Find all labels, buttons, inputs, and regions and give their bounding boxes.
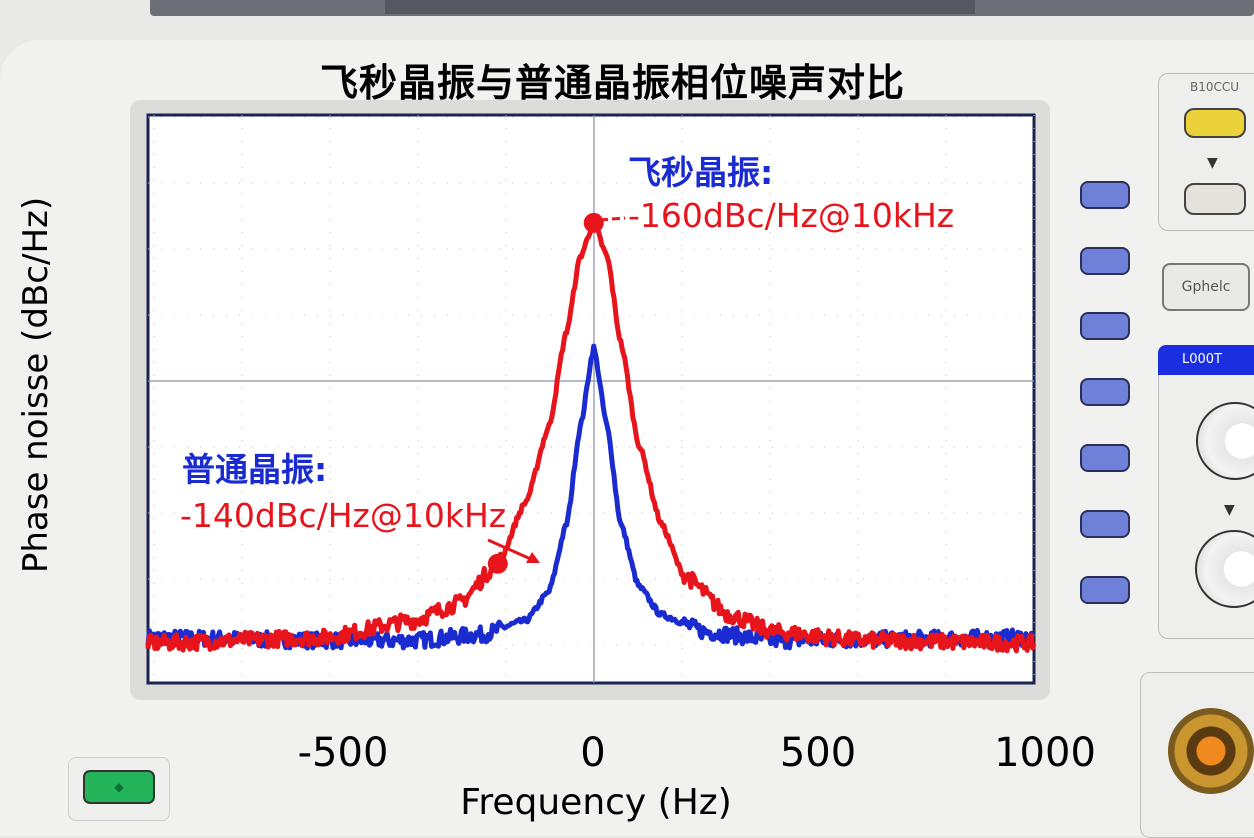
function-button[interactable]: Gphelc — [1162, 263, 1250, 311]
triangle-down-icon: ▼ — [1207, 155, 1218, 171]
soft-key-3[interactable] — [1080, 312, 1130, 340]
grid — [148, 115, 1035, 683]
data-point-marker — [583, 212, 604, 233]
x-axis-label: Frequency (Hz) — [460, 782, 732, 823]
x-tick-label: 0 — [580, 730, 606, 776]
femto-annotation-name: 飞秒晶振: — [628, 153, 774, 192]
soft-key-1[interactable] — [1080, 181, 1130, 209]
screen — [146, 113, 1036, 685]
femto-annotation-value: -160dBc/Hz@10kHz — [628, 196, 955, 235]
soft-key-4[interactable] — [1080, 378, 1130, 406]
x-tick-label: -500 — [297, 730, 389, 776]
traces — [145, 212, 1037, 654]
power-button[interactable]: ◆ — [83, 770, 155, 804]
chart-title: 飞秒晶振与普通晶振相位噪声对比 — [319, 61, 905, 105]
soft-key-7[interactable] — [1080, 576, 1130, 604]
panel-label-top: B10CCU — [1190, 80, 1240, 94]
soft-key-5[interactable] — [1080, 444, 1130, 472]
annotation-leader — [599, 216, 626, 222]
soft-key-6[interactable] — [1080, 510, 1130, 538]
yellow-button[interactable] — [1184, 108, 1246, 138]
x-tick-label: 500 — [779, 730, 857, 776]
normal-annotation-value: -140dBc/Hz@10kHz — [180, 496, 507, 535]
arrow-head-icon — [526, 552, 540, 563]
data-point-marker — [487, 553, 508, 574]
y-axis-label: Phase noisse (dBc/Hz) — [16, 196, 56, 574]
device-top-slot — [385, 0, 975, 14]
normal-annotation-name: 普通晶振: — [182, 450, 328, 489]
bnc-connector[interactable] — [1168, 708, 1254, 794]
soft-key-2[interactable] — [1080, 247, 1130, 275]
panel-header: L000T — [1158, 345, 1254, 375]
annotation-arrow — [487, 538, 534, 562]
knob-2[interactable] — [1195, 530, 1254, 608]
gray-button[interactable] — [1184, 183, 1246, 215]
diamond-icon: ◆ — [114, 780, 124, 794]
triangle-down-icon: ▼ — [1224, 502, 1235, 518]
x-tick-label: 1000 — [994, 730, 1096, 776]
